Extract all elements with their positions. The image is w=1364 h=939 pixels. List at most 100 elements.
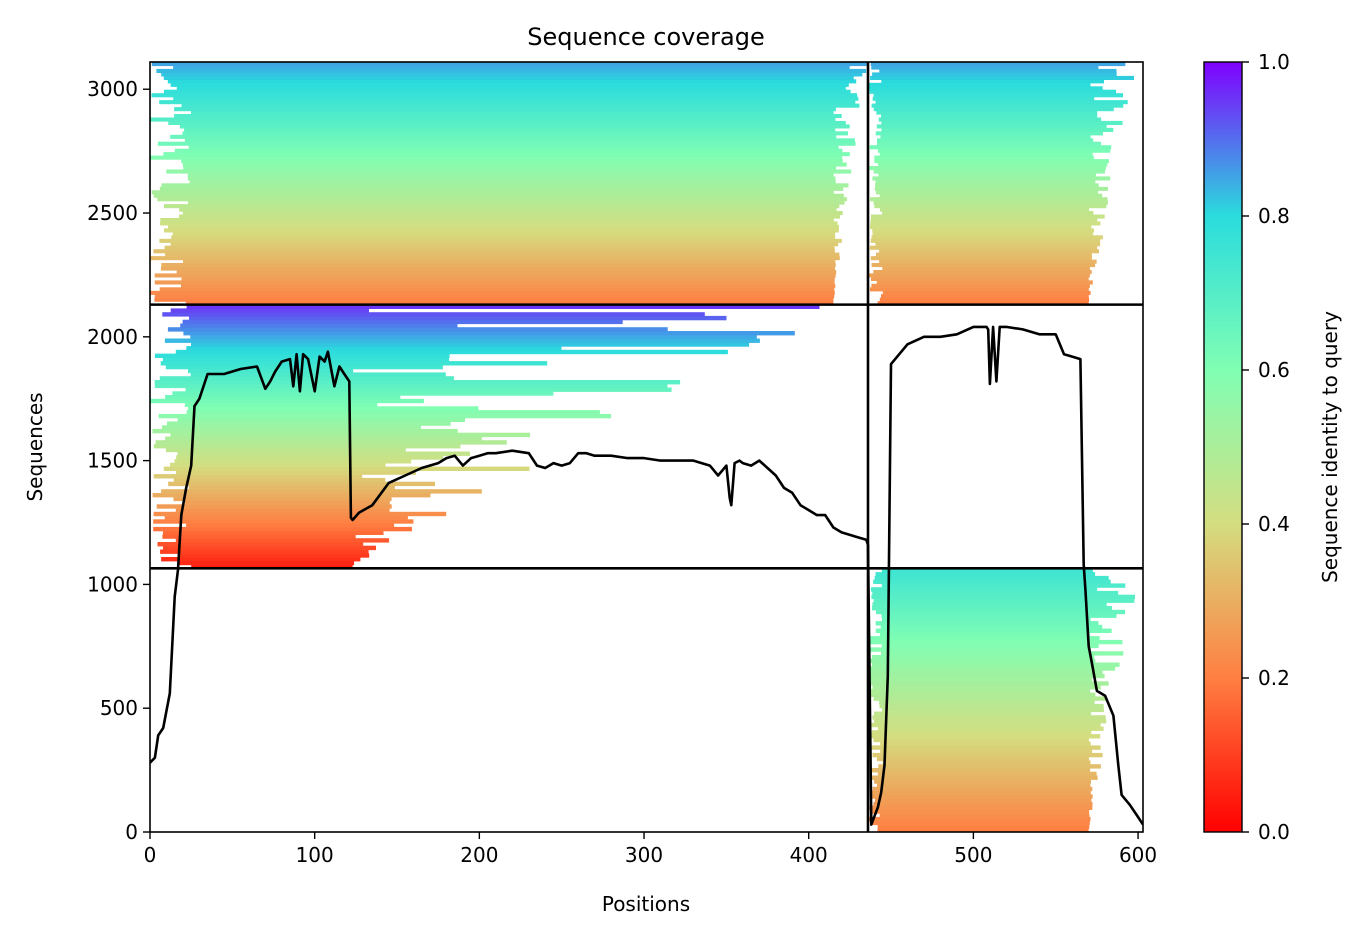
heat-row — [182, 162, 847, 167]
heat-row — [170, 134, 837, 139]
heat-row — [165, 395, 401, 400]
heat-row — [167, 79, 857, 84]
heat-row — [186, 304, 820, 309]
heat-row — [871, 730, 1092, 735]
heat-row — [868, 639, 1123, 645]
heat-row — [159, 186, 844, 191]
heat-row — [157, 197, 848, 202]
heat-row — [163, 75, 854, 80]
heat-row — [876, 280, 1093, 285]
heat-row — [153, 193, 844, 198]
heat-row — [870, 658, 1096, 664]
heat-row — [191, 110, 834, 115]
heat-row — [160, 221, 838, 226]
y-tick-label: 2000 — [87, 325, 138, 349]
heat-row — [167, 327, 668, 332]
colorbar-tick-label: 1.0 — [1258, 50, 1290, 74]
heat-row — [164, 245, 835, 250]
heat-row — [876, 124, 1107, 129]
heat-row — [877, 141, 1101, 146]
heat-row — [158, 413, 612, 419]
heat-row — [165, 364, 443, 370]
heat-row — [873, 270, 1092, 275]
heat-row — [160, 361, 548, 366]
heat-row — [875, 609, 1126, 615]
heat-row — [188, 145, 839, 150]
x-axis: 0 100 200 300 400 500 600 — [144, 832, 1157, 867]
heat-row — [873, 107, 1114, 112]
heat-row — [881, 127, 1114, 132]
heat-row — [150, 256, 840, 261]
heat-row — [171, 235, 836, 240]
heat-row — [156, 68, 867, 73]
heat-row — [176, 270, 837, 275]
heat-row — [177, 417, 465, 422]
heat-row — [187, 172, 834, 177]
heat-row — [871, 283, 1090, 288]
colorbar-tick-label: 0.0 — [1258, 820, 1290, 844]
heat-row — [151, 62, 867, 67]
block-1 — [150, 304, 820, 569]
x-tick-label: 600 — [1119, 843, 1157, 867]
heat-row — [173, 496, 392, 502]
heat-row — [159, 238, 842, 243]
heat-row — [159, 376, 454, 381]
heat-row — [879, 703, 1104, 709]
heat-row — [875, 621, 1099, 626]
heat-row — [156, 504, 392, 509]
heat-row — [877, 148, 1111, 153]
heat-row — [870, 221, 1101, 226]
y-tick-label: 1500 — [87, 449, 138, 473]
heat-row — [157, 542, 364, 547]
colorbar-ticks: 0.0 0.2 0.4 0.6 0.8 1.0 — [1242, 50, 1290, 844]
heat-row — [163, 545, 376, 551]
heat-row — [872, 228, 1094, 233]
heat-row — [872, 752, 1103, 758]
heat-row — [167, 421, 451, 426]
heat-row — [870, 238, 1101, 243]
heat-row — [162, 425, 421, 430]
heat-row — [868, 82, 1091, 87]
heat-row — [151, 190, 834, 195]
heat-row — [879, 207, 1090, 212]
heat-row — [872, 662, 1120, 667]
heat-row — [881, 613, 1117, 618]
heat-row — [160, 549, 369, 554]
heat-row — [879, 68, 1117, 73]
heat-row — [875, 572, 1096, 577]
heat-row — [882, 290, 1091, 295]
y-tick-label: 500 — [100, 696, 138, 720]
heat-row — [869, 794, 1093, 799]
heat-row — [875, 100, 1128, 105]
heat-row — [181, 276, 835, 281]
heat-row — [876, 110, 1098, 115]
heat-row — [164, 338, 760, 343]
heat-row — [170, 82, 849, 87]
heat-row — [163, 228, 839, 233]
heat-row — [166, 169, 852, 174]
heat-row — [870, 692, 1096, 697]
heat-row — [870, 62, 1126, 67]
heat-row — [870, 587, 1098, 592]
heat-row — [874, 159, 1109, 164]
heat-row — [869, 287, 1089, 292]
y-tick-label: 2500 — [87, 201, 138, 225]
heat-row — [868, 816, 1091, 822]
heat-row — [882, 760, 1091, 765]
heat-row — [868, 166, 1106, 171]
heat-row — [154, 383, 668, 389]
heat-row — [871, 809, 1090, 814]
heat-row — [872, 715, 1106, 720]
heat-row — [160, 218, 834, 223]
x-axis-label: Positions — [602, 892, 690, 916]
heat-row — [189, 179, 836, 184]
heat-row — [874, 186, 1108, 191]
heat-row — [873, 801, 1093, 807]
heat-row — [176, 455, 444, 460]
heat-row — [154, 280, 835, 285]
heat-row — [869, 790, 1091, 795]
heat-row — [870, 75, 1134, 80]
heat-row — [161, 72, 863, 77]
heat-row — [185, 301, 834, 306]
heat-row — [163, 466, 530, 471]
